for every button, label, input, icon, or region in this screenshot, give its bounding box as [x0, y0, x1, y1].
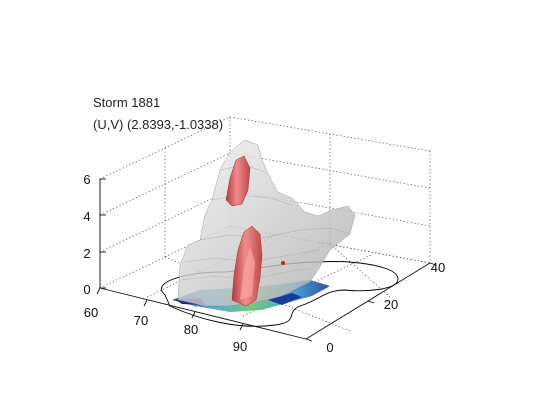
z-tick-0: 0: [83, 282, 90, 297]
z-tick-2: 2: [83, 246, 90, 261]
z-tick-4: 4: [83, 209, 90, 224]
chart-subtitle: (U,V) (2.8393,-1.0338): [93, 117, 223, 132]
x-axis-line: [99, 287, 307, 340]
marker-point: [281, 261, 285, 265]
x-tick-80: 80: [184, 322, 198, 337]
z-tick-6: 6: [83, 172, 90, 187]
x-tick-60: 60: [84, 305, 98, 320]
axes: [96, 178, 437, 342]
chart-title: Storm 1881: [93, 95, 160, 110]
red-isosurface: [225, 155, 263, 307]
tick-labels: 6 4 2 0 60 70 80 90 0 20 40: [83, 172, 445, 355]
x-tick-70: 70: [134, 313, 148, 328]
y-tick-20: 20: [384, 297, 398, 312]
y-tick-0: 0: [326, 340, 333, 355]
y-tick-40: 40: [431, 260, 445, 275]
x-tick-90: 90: [233, 339, 247, 354]
gray-isosurface: [177, 139, 356, 307]
